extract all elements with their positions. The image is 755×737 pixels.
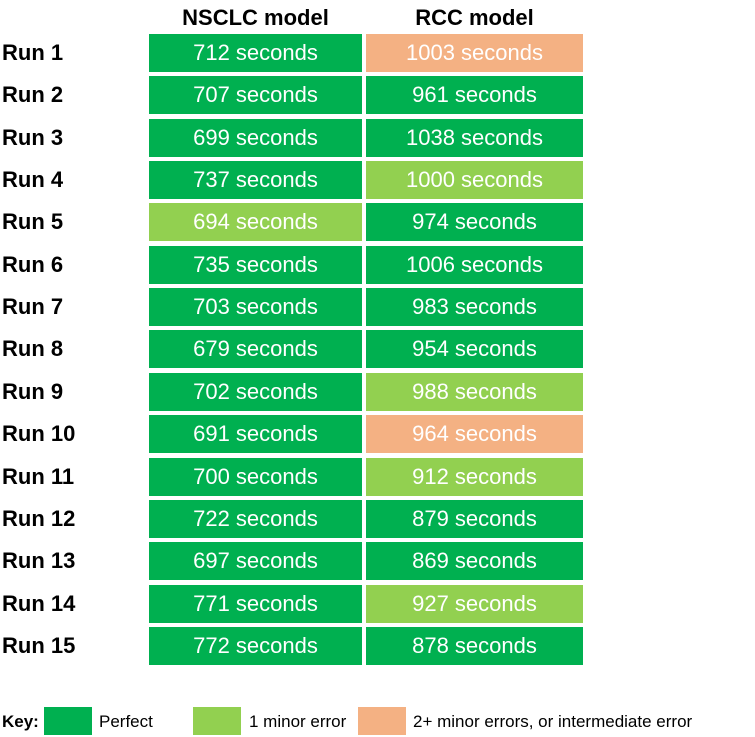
row-label: Run 14 [2, 591, 76, 616]
row-label: Run 15 [2, 633, 76, 658]
legend-label-minor: 1 minor error [249, 712, 347, 731]
column-header-nsclc: NSCLC model [182, 5, 329, 30]
row-label: Run 11 [2, 464, 75, 489]
row-label: Run 8 [2, 336, 64, 361]
row-label: Run 10 [2, 421, 76, 446]
table-cell-rcc: 954 seconds [366, 330, 583, 368]
table-cell-rcc: 1038 seconds [366, 119, 583, 157]
table-cell-nsclc: 697 seconds [149, 542, 362, 580]
row-label: Run 1 [2, 40, 64, 65]
table-cell-nsclc: 707 seconds [149, 76, 362, 114]
legend-swatch-perfect [44, 707, 92, 735]
table-cell-rcc: 912 seconds [366, 458, 583, 496]
row-label: Run 13 [2, 548, 76, 573]
row-label: Run 9 [2, 379, 64, 404]
row-label: Run 7 [2, 294, 64, 319]
table-cell-rcc: 964 seconds [366, 415, 583, 453]
table-cell-nsclc: 735 seconds [149, 246, 362, 284]
legend-label-major: 2+ minor errors, or intermediate error [413, 712, 693, 731]
row-label: Run 4 [2, 167, 64, 192]
table-cell-rcc: 988 seconds [366, 373, 583, 411]
legend-label-perfect: Perfect [99, 712, 153, 731]
table-cell-nsclc: 722 seconds [149, 500, 362, 538]
table-cell-nsclc: 702 seconds [149, 373, 362, 411]
table-cell-nsclc: 691 seconds [149, 415, 362, 453]
row-label: Run 6 [2, 252, 64, 277]
table-cell-rcc: 983 seconds [366, 288, 583, 326]
table-cell-nsclc: 679 seconds [149, 330, 362, 368]
table-cell-rcc: 974 seconds [366, 203, 583, 241]
table-cell-nsclc: 703 seconds [149, 288, 362, 326]
legend-swatch-major [358, 707, 406, 735]
table-cell-nsclc: 771 seconds [149, 585, 362, 623]
row-label: Run 12 [2, 506, 76, 531]
table-cell-nsclc: 699 seconds [149, 119, 362, 157]
table-cell-rcc: 927 seconds [366, 585, 583, 623]
table-cell-rcc: 1006 seconds [366, 246, 583, 284]
row-label: Run 3 [2, 125, 64, 150]
column-header-rcc: RCC model [415, 5, 534, 30]
table-cell-nsclc: 772 seconds [149, 627, 362, 665]
legend-title: Key: [2, 712, 39, 731]
table-cell-nsclc: 712 seconds [149, 34, 362, 72]
legend-swatch-minor [193, 707, 241, 735]
table-cell-nsclc: 694 seconds [149, 203, 362, 241]
table-cell-rcc: 961 seconds [366, 76, 583, 114]
table-cell-rcc: 879 seconds [366, 500, 583, 538]
table-cell-nsclc: 737 seconds [149, 161, 362, 199]
table-cell-rcc: 878 seconds [366, 627, 583, 665]
table-cell-rcc: 1003 seconds [366, 34, 583, 72]
table-cell-rcc: 1000 seconds [366, 161, 583, 199]
table-cell-rcc: 869 seconds [366, 542, 583, 580]
table-cell-nsclc: 700 seconds [149, 458, 362, 496]
row-label: Run 2 [2, 82, 64, 107]
row-label: Run 5 [2, 209, 64, 234]
